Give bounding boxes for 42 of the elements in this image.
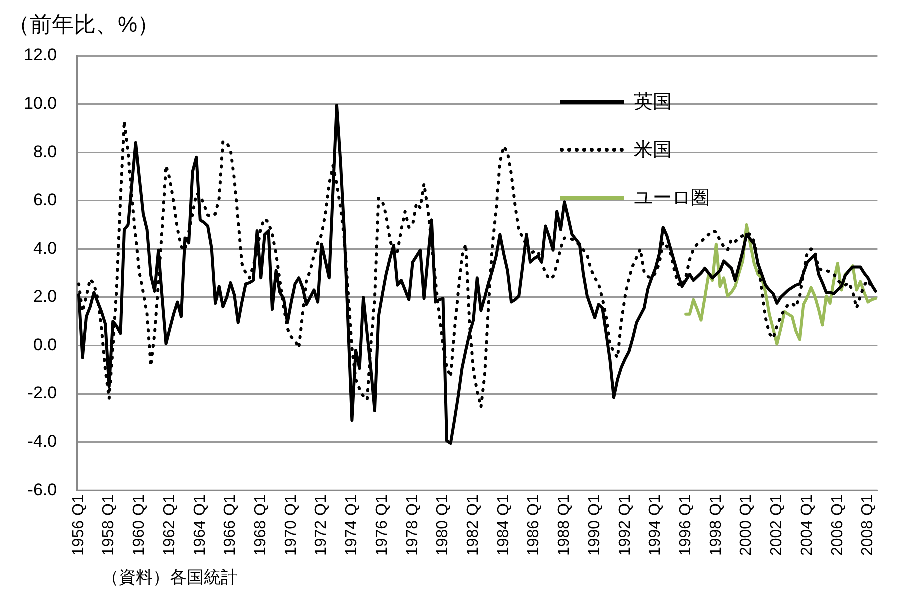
x-tick-label: 1984 Q1 xyxy=(495,494,512,556)
x-tick-label: 1956 Q1 xyxy=(70,494,88,556)
x-tick-label: 1962 Q1 xyxy=(161,494,178,556)
x-tick-label: 1972 Q1 xyxy=(313,494,330,556)
y-tick-label: 6.0 xyxy=(33,190,58,210)
y-tick-label: -2.0 xyxy=(28,384,58,403)
y-tick-label: 4.0 xyxy=(33,238,58,258)
x-tick-label: 1960 Q1 xyxy=(131,494,148,556)
y-tick-label: 2.0 xyxy=(33,287,58,306)
y-tick-label: 8.0 xyxy=(33,142,58,162)
y-axis-title: （前年比、%） xyxy=(8,11,160,39)
x-tick-label: 1966 Q1 xyxy=(222,494,240,556)
y-tick-label: 0.0 xyxy=(33,335,58,354)
x-tick-label: 1974 Q1 xyxy=(344,494,361,556)
x-tick-label: 1958 Q1 xyxy=(100,494,118,556)
legend-label: 英国 xyxy=(634,91,672,115)
x-tick-label: 1992 Q1 xyxy=(616,494,634,556)
x-tick-label: 1998 Q1 xyxy=(708,494,725,556)
x-tick-label: 1970 Q1 xyxy=(282,494,300,556)
x-tick-label: 1988 Q1 xyxy=(556,494,574,556)
x-tick-label: 1964 Q1 xyxy=(192,494,209,556)
x-tick-label: 1990 Q1 xyxy=(586,494,604,556)
x-tick-label: 1980 Q1 xyxy=(434,494,452,556)
x-tick-label: 2004 Q1 xyxy=(798,494,816,556)
y-tick-label: -4.0 xyxy=(28,432,58,452)
text: （資料）各国統計 xyxy=(102,567,238,589)
x-tick-label: 2008 Q1 xyxy=(860,494,877,556)
x-tick-label: 2002 Q1 xyxy=(768,494,786,556)
x-tick-label: 1982 Q1 xyxy=(465,494,482,556)
x-tick-label: 1976 Q1 xyxy=(374,494,391,556)
x-tick-label: 2006 Q1 xyxy=(829,494,846,556)
y-tick-label: 12.0 xyxy=(24,46,58,65)
y-tick-label: -6.0 xyxy=(28,480,58,500)
x-tick-label: 1994 Q1 xyxy=(647,494,664,556)
x-tick-label: 2000 Q1 xyxy=(738,494,756,556)
x-tick-label: 1968 Q1 xyxy=(252,494,270,556)
x-tick-label: 1996 Q1 xyxy=(677,494,694,556)
x-tick-label: 1978 Q1 xyxy=(404,494,422,556)
x-tick-label: 1986 Q1 xyxy=(526,494,543,556)
y-tick-label: 10.0 xyxy=(24,94,58,113)
legend-label: 米国 xyxy=(634,139,672,163)
legend-label: ユーロ圏 xyxy=(634,187,710,211)
